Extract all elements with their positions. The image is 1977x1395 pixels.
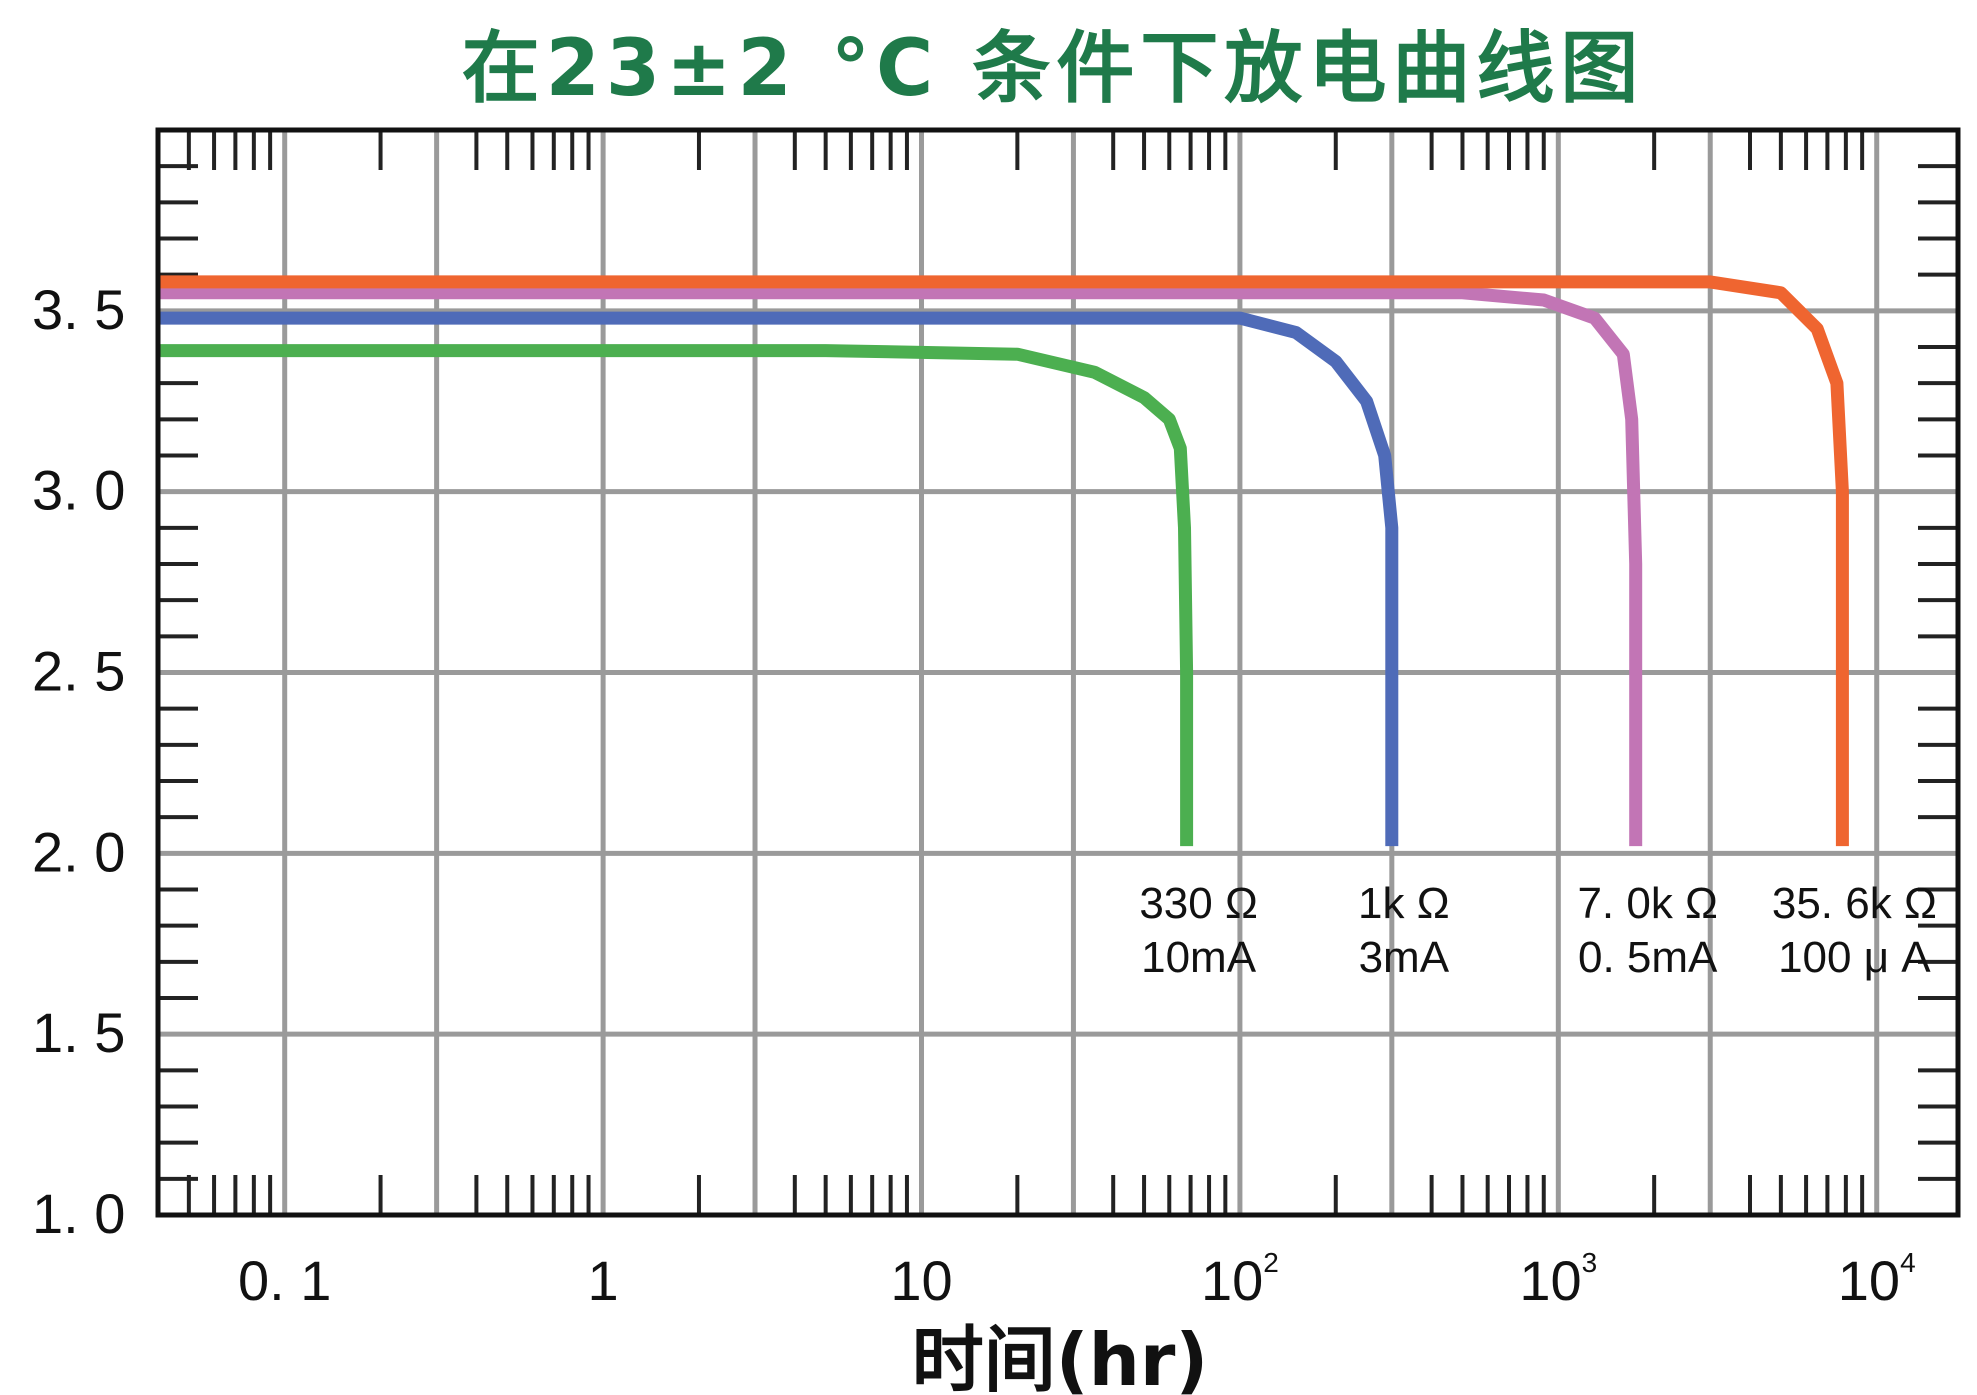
series-label-4: 35. 6k Ω 100 μ A [1772, 879, 1937, 982]
series-label-2: 1k Ω 3mA [1358, 879, 1450, 982]
x-tick-labels: 0. 1 1 10 102 103 104 [238, 1247, 1916, 1312]
grid-layer [158, 130, 1958, 1218]
x-tick-label: 0. 1 [238, 1249, 331, 1312]
x-tick-label: 10 [890, 1249, 952, 1312]
x-tick-label: 102 [1201, 1247, 1279, 1312]
x-tick-label: 104 [1838, 1247, 1916, 1312]
x-tick-label: 103 [1519, 1247, 1597, 1312]
series-line-2 [158, 311, 1399, 847]
series-layer [158, 275, 1849, 847]
series-line-3 [158, 286, 1643, 847]
series-line-1 [158, 344, 1194, 847]
y-tick-label: 3. 5 [32, 278, 125, 341]
series-line-4 [158, 275, 1849, 847]
y-tick-labels: 1. 0 1. 5 2. 0 2. 5 3. 0 3. 5 [32, 278, 125, 1245]
y-tick-label: 2. 0 [32, 820, 125, 883]
series-label-3: 7. 0k Ω 0. 5mA [1577, 879, 1718, 982]
y-tick-label: 1. 0 [32, 1182, 125, 1245]
y-tick-label: 3. 0 [32, 459, 125, 522]
series-labels: 330 Ω 10mA 1k Ω 3mA 7. 0k Ω 0. 5mA 35. 6k Ω 100… [1139, 879, 1937, 982]
y-tick-label: 2. 5 [32, 640, 125, 703]
y-tick-label: 1. 5 [32, 1001, 125, 1064]
x-axis-label: 时间(hr) [912, 1318, 1209, 1395]
series-label-1: 330 Ω 10mA [1139, 879, 1258, 982]
x-tick-label: 1 [588, 1249, 619, 1312]
chart-title: 在23±2 °C 条件下放电曲线图 [462, 24, 1645, 114]
plot-frame [155, 127, 1961, 1218]
